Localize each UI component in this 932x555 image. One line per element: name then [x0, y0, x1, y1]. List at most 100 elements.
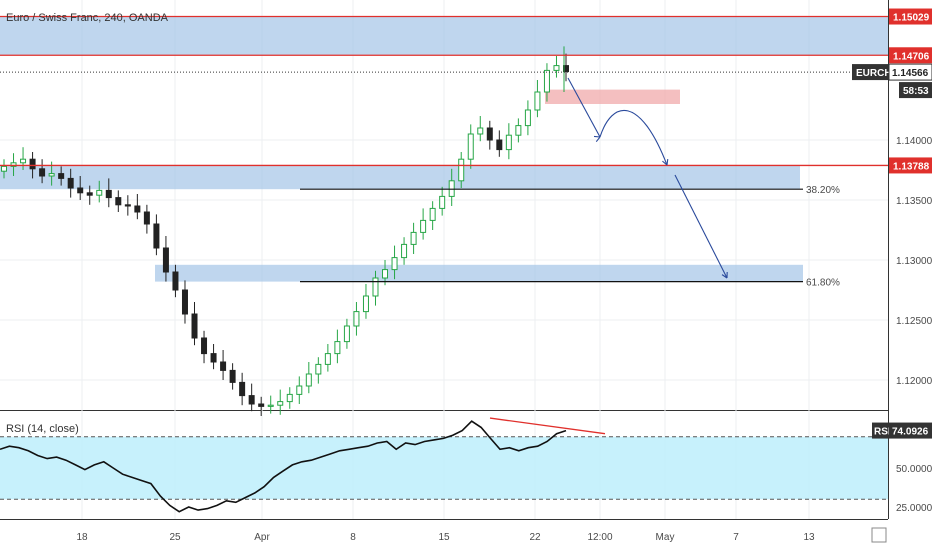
level-price-box — [889, 157, 932, 174]
zone-box — [0, 16, 888, 56]
candle-body — [258, 403, 265, 407]
candle-body — [239, 381, 246, 397]
rsi-label: RSI — [874, 427, 891, 438]
projection-arrow — [567, 77, 601, 138]
candle-body — [524, 109, 531, 127]
candle-body — [401, 243, 408, 259]
projection-arrow — [599, 109, 668, 166]
candle-body — [191, 313, 198, 339]
level-price-label: 1.14706 — [893, 51, 930, 62]
candle-body — [39, 168, 46, 177]
y-tick-label: 1.14000 — [896, 136, 932, 147]
zone-box — [155, 264, 803, 282]
arrow-head — [721, 271, 728, 279]
axes: 1.12000 1.12500 1.13000 1.13500 1.14000 50.00… — [76, 136, 932, 543]
rsi-value-label: 74.0926 — [892, 427, 929, 438]
rsi-plot: RSI 74.0926 — [0, 417, 932, 513]
candle-body — [496, 139, 503, 151]
candle-body — [515, 125, 522, 136]
rsi-y-tick-label: 50.0000 — [896, 464, 932, 475]
y-tick-label: 1.13500 — [896, 196, 932, 207]
rsi-line — [0, 420, 567, 513]
candle-body — [143, 211, 150, 225]
candle-body — [115, 197, 122, 206]
zone-box — [0, 165, 800, 190]
candle-body — [543, 69, 550, 93]
candle-body — [391, 257, 398, 271]
candle-body — [286, 393, 293, 403]
candle-body — [439, 195, 446, 209]
projection-annotations — [567, 77, 728, 279]
candle-body — [229, 369, 236, 383]
candle-body — [134, 205, 141, 213]
candle-body — [77, 187, 84, 194]
candle-body — [201, 337, 208, 355]
x-tick-label: 7 — [733, 532, 739, 543]
candle-body — [324, 353, 331, 365]
x-tick-label: 13 — [803, 532, 815, 543]
candle-body — [305, 373, 312, 387]
rsi-divergence-line — [489, 417, 606, 435]
zone-box — [545, 89, 680, 104]
x-tick-label: Apr — [254, 532, 270, 543]
candle-body — [315, 363, 322, 375]
projection-arrow — [674, 174, 728, 279]
candle-body — [58, 173, 65, 179]
candles — [1, 46, 569, 416]
rsi-label-box — [872, 422, 889, 439]
settings-icon[interactable] — [871, 527, 887, 543]
y-tick-label: 1.12500 — [896, 316, 932, 327]
fib-label: 38.20% — [806, 185, 840, 196]
candle-body — [220, 361, 227, 371]
rsi-value-box — [889, 422, 932, 439]
candle-body — [105, 189, 112, 199]
candle-body — [353, 311, 360, 327]
candle-body — [20, 158, 27, 164]
countdown-box — [899, 82, 932, 99]
candle-body — [553, 65, 560, 71]
last-price-box — [888, 63, 932, 81]
countdown-label: 58:53 — [903, 86, 929, 97]
candle-body — [458, 158, 465, 182]
candle-body — [505, 134, 512, 151]
candle-body — [420, 219, 427, 233]
candle-body — [86, 192, 93, 196]
candle-body — [29, 158, 36, 170]
candle-body — [181, 289, 188, 315]
candle-body — [172, 271, 179, 291]
rsi-band — [0, 436, 888, 500]
x-tick-label: 12:00 — [587, 532, 612, 543]
y-tick-label: 1.13000 — [896, 256, 932, 267]
x-tick-label: 25 — [169, 532, 181, 543]
candle-body — [467, 133, 474, 160]
candle-body — [382, 269, 389, 279]
last-price-label: 1.14566 — [892, 68, 929, 79]
fib-label: 61.80% — [806, 278, 840, 289]
candle-body — [67, 177, 74, 189]
chart-title: Euro / Swiss Franc, 240, OANDA — [6, 12, 169, 24]
candle-body — [210, 353, 217, 363]
level-price-box — [889, 47, 932, 64]
level-price-box — [889, 8, 932, 25]
candle-body — [248, 395, 255, 405]
x-tick-label: 15 — [438, 532, 450, 543]
x-tick-label: 8 — [350, 532, 356, 543]
candle-body — [162, 247, 169, 273]
candle-body — [296, 385, 303, 395]
candle-body — [534, 91, 541, 111]
y-tick-label: 1.12000 — [896, 376, 932, 387]
candle-body — [10, 162, 17, 167]
arrow-head — [593, 135, 601, 143]
candle-body — [124, 204, 131, 207]
candle-body — [477, 127, 484, 135]
x-tick-label: 18 — [76, 532, 88, 543]
candle-body — [96, 189, 103, 196]
symbol-box — [852, 64, 888, 81]
candle-body — [153, 223, 160, 249]
x-tick-label: 22 — [529, 532, 541, 543]
candle-body — [486, 127, 493, 141]
candle-body — [372, 277, 379, 297]
